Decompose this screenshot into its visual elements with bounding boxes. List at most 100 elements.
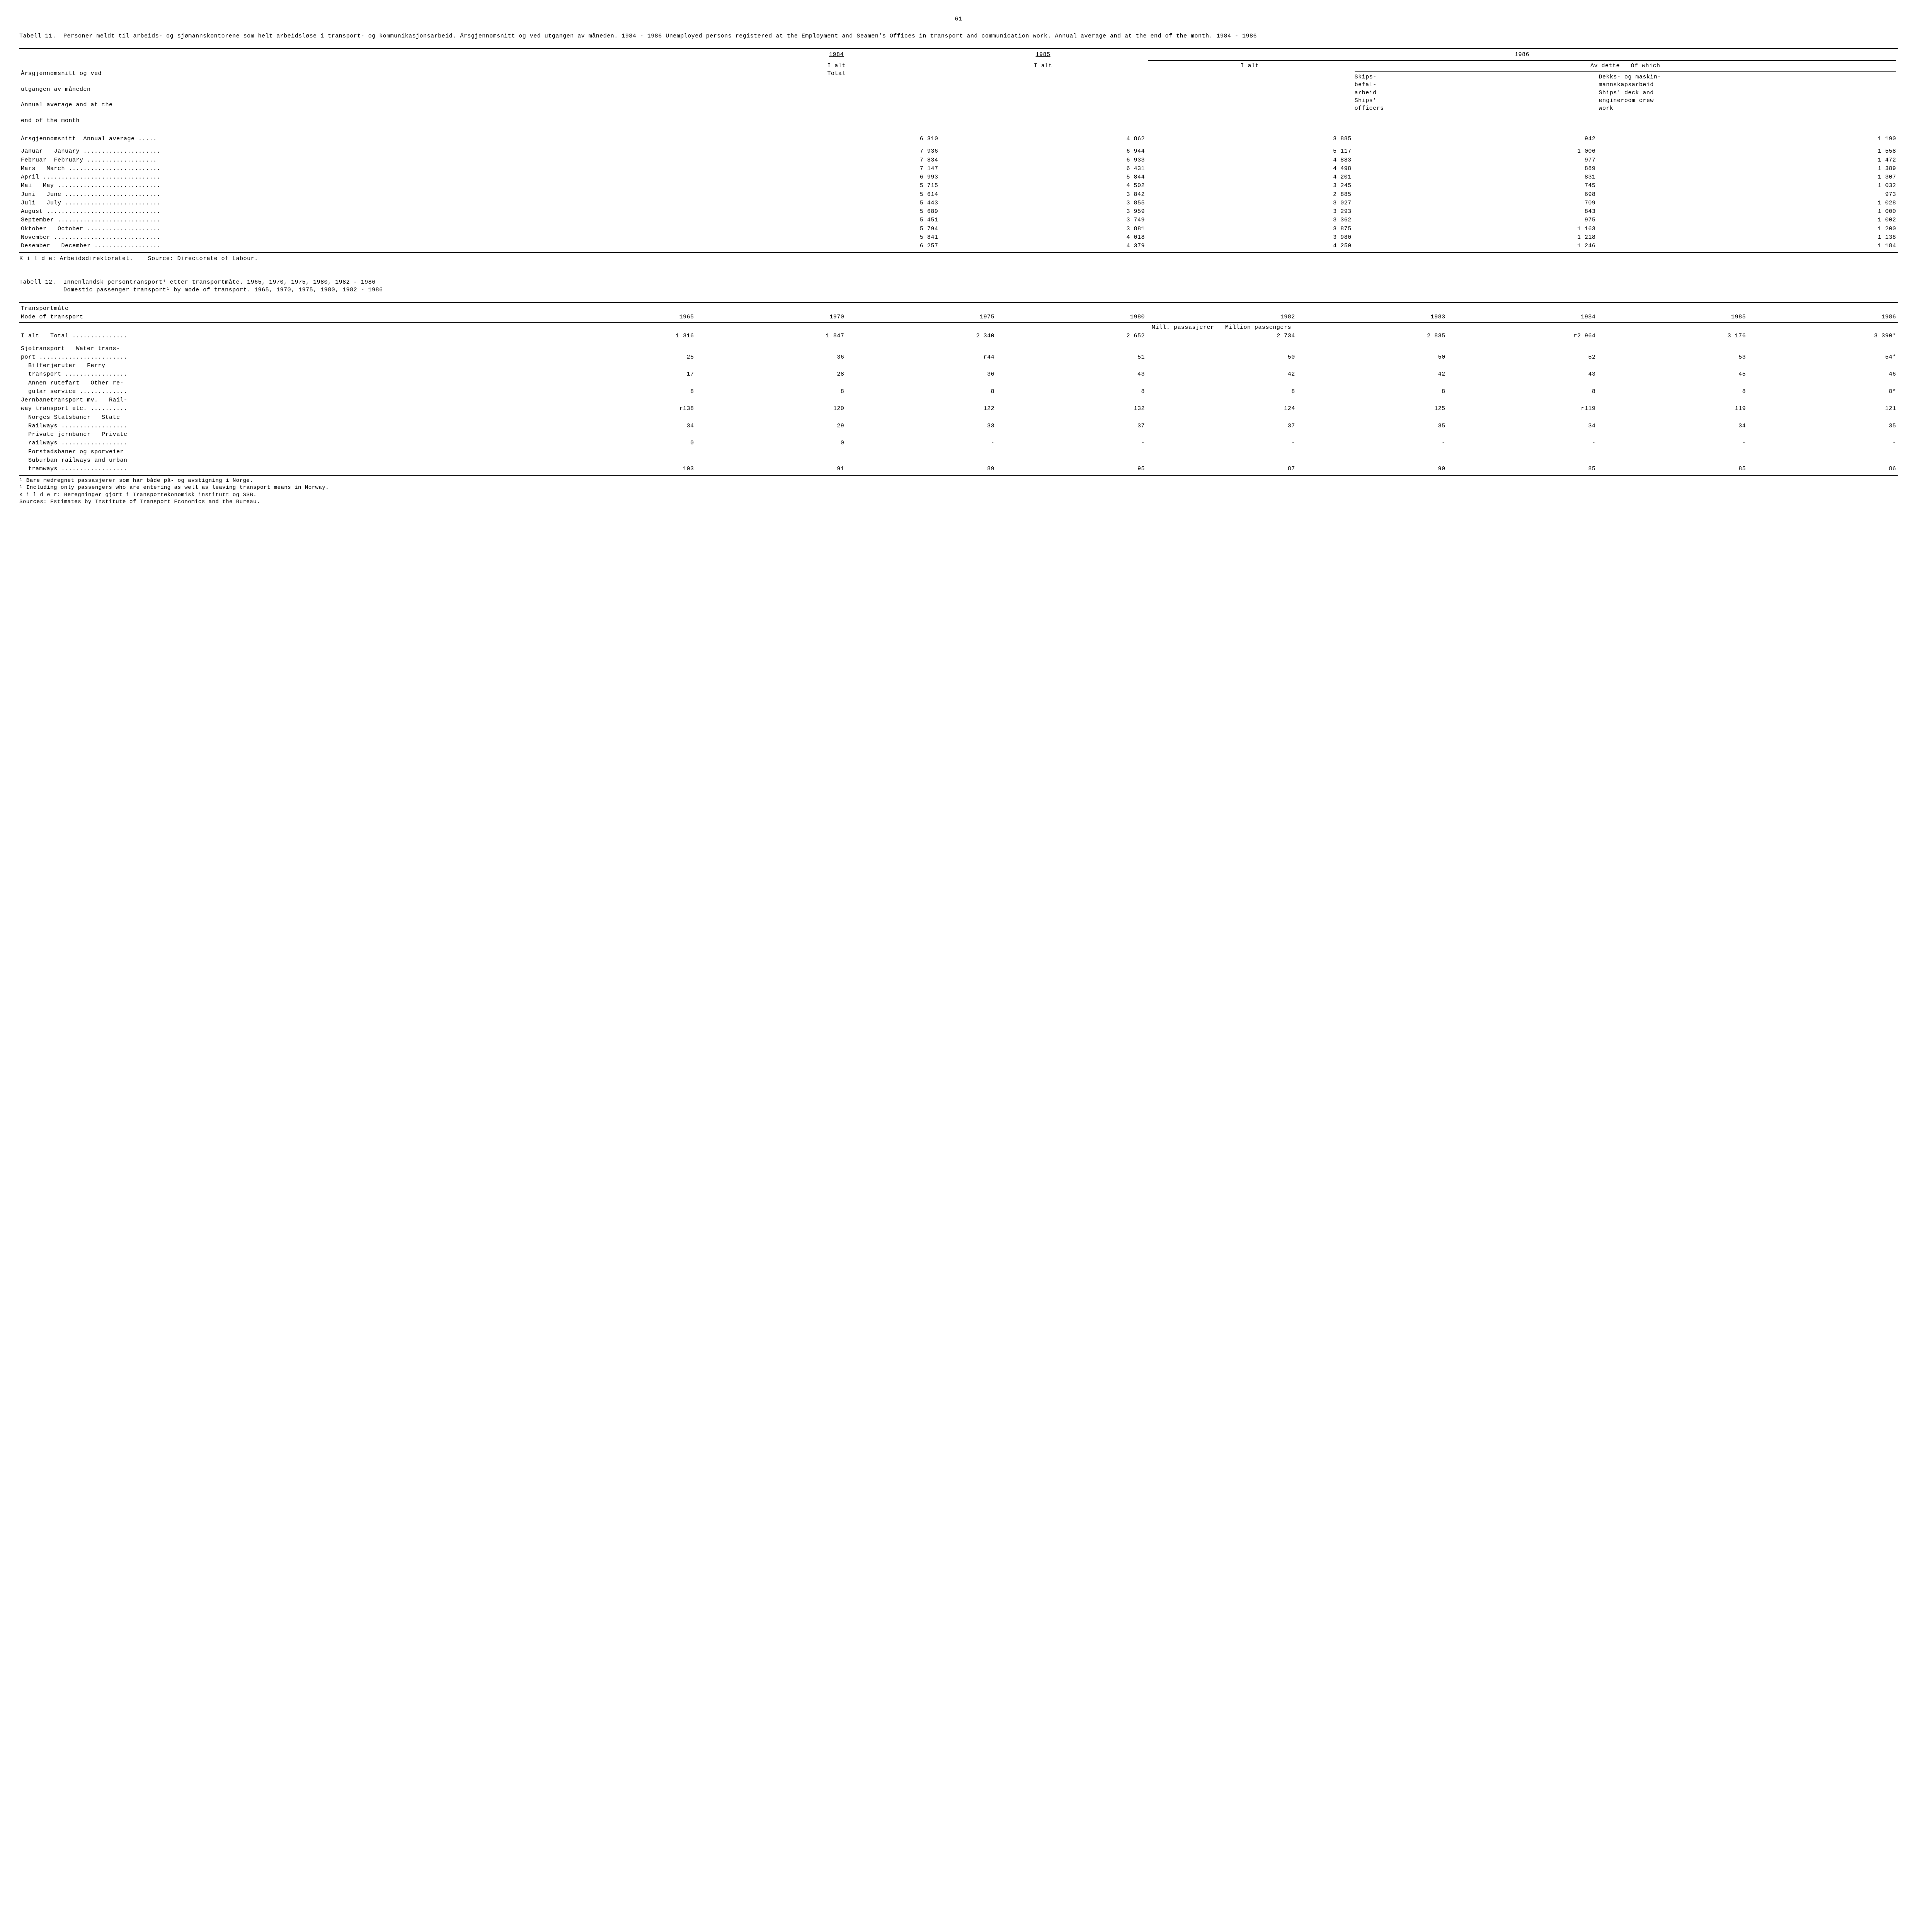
table11: 1984 1985 1986 Årsgjennomsnitt og ved ut… — [19, 51, 1898, 133]
row-label: August ............................... — [19, 207, 733, 216]
row-value: - — [1447, 439, 1597, 447]
table-row: Jernbanetransport mv. Rail- — [19, 396, 1898, 405]
row-value — [1747, 345, 1898, 353]
row-value: 5 451 — [733, 216, 940, 224]
row-value — [1747, 448, 1898, 456]
table12-rule-top — [19, 302, 1898, 303]
row-value — [1447, 413, 1597, 422]
row-value: 8 — [696, 388, 846, 396]
row-value: 2 340 — [846, 332, 996, 340]
table11-rule-bottom — [19, 252, 1898, 253]
year-col: 1970 — [696, 313, 846, 321]
row-value: 3 980 — [1146, 233, 1353, 242]
row-value — [1447, 430, 1597, 439]
row-value: - — [996, 439, 1146, 447]
col86-deck-label: Dekks- og maskin- mannskapsarbeid Ships'… — [1597, 73, 1898, 133]
row-value: r44 — [846, 353, 996, 362]
row-label: Desember December .................. — [19, 242, 733, 250]
table-row: transport .................1728364342424… — [19, 370, 1898, 379]
col-1984: 1984 — [829, 51, 844, 58]
row-label: Suburban railways and urban — [19, 456, 545, 465]
row-value: 33 — [846, 422, 996, 430]
table-row: Norges Statsbaner State — [19, 413, 1898, 422]
row-value: 1 847 — [696, 332, 846, 340]
t12-source-no: K i l d e r: Beregninger gjort i Transpo… — [19, 492, 1898, 498]
row-value: 6 257 — [733, 242, 940, 250]
row-value — [1597, 143, 1898, 147]
row-value — [1597, 362, 1747, 370]
row-value — [1297, 456, 1447, 465]
row-value: 7 834 — [733, 156, 940, 165]
row-value: 5 844 — [940, 173, 1146, 182]
row-value — [1747, 456, 1898, 465]
row-value: 8 — [1297, 388, 1447, 396]
row-value: 36 — [696, 353, 846, 362]
table12-caption-no: Innenlandsk persontransport¹ etter trans… — [63, 279, 376, 286]
row-value: 37 — [996, 422, 1146, 430]
row-value: 4 883 — [1146, 156, 1353, 165]
row-label: gular service ............. — [19, 388, 545, 396]
row-label: Private jernbaner Private — [19, 430, 545, 439]
row-value — [1597, 430, 1747, 439]
table-row: gular service .............888888888* — [19, 388, 1898, 396]
table11-caption-label: Tabell 11. — [19, 32, 63, 40]
row-value: 889 — [1353, 165, 1597, 173]
row-value — [545, 456, 696, 465]
row-label: April ................................ — [19, 173, 733, 182]
row-value: 5 794 — [733, 225, 940, 233]
table11-rowhead: Årsgjennomsnitt og ved utgangen av måned… — [19, 62, 1898, 70]
row-value: 7 936 — [733, 147, 940, 156]
row-value — [696, 448, 846, 456]
row-value: 1 002 — [1597, 216, 1898, 224]
row-value — [545, 341, 696, 345]
row-value: 8 — [1597, 388, 1747, 396]
row-label: port ........................ — [19, 353, 545, 362]
row-value: 4 862 — [940, 135, 1146, 143]
row-value — [545, 345, 696, 353]
row-value: 5 715 — [733, 182, 940, 190]
row-value: 29 — [696, 422, 846, 430]
row-value: 35 — [1297, 422, 1447, 430]
row-value: - — [1297, 439, 1447, 447]
row-value: 125 — [1297, 405, 1447, 413]
table-row: September ............................5 … — [19, 216, 1898, 224]
table-row: Februar February ...................7 83… — [19, 156, 1898, 165]
year-col: 1965 — [545, 313, 696, 321]
row-value: 25 — [545, 353, 696, 362]
rowhead-no1: Årsgjennomsnitt og ved — [21, 70, 102, 77]
row-label — [19, 143, 733, 147]
row-value: 1 006 — [1353, 147, 1597, 156]
row-value: 4 250 — [1146, 242, 1353, 250]
row-value: 3 855 — [940, 199, 1146, 207]
row-label: Railways .................. — [19, 422, 545, 430]
row-value — [696, 362, 846, 370]
row-value: 3 245 — [1146, 182, 1353, 190]
row-value — [1447, 345, 1597, 353]
row-value: 6 310 — [733, 135, 940, 143]
table-row — [19, 341, 1898, 345]
col84-label: I alt Total — [733, 62, 940, 133]
row-value — [696, 341, 846, 345]
row-value: 50 — [1146, 353, 1297, 362]
row-value: 5 689 — [733, 207, 940, 216]
row-value: 42 — [1146, 370, 1297, 379]
row-value — [1146, 345, 1297, 353]
row-value: 0 — [696, 439, 846, 447]
row-value — [1297, 396, 1447, 405]
row-value: 3 362 — [1146, 216, 1353, 224]
row-value — [696, 396, 846, 405]
row-value: 1 307 — [1597, 173, 1898, 182]
table12-caption-label: Tabell 12. — [19, 279, 63, 286]
row-label: Juni June .......................... — [19, 190, 733, 199]
row-value — [1747, 341, 1898, 345]
row-value: - — [1747, 439, 1898, 447]
row-value: 1 218 — [1353, 233, 1597, 242]
row-value — [1747, 413, 1898, 422]
row-label: Bilferjeruter Ferry — [19, 362, 545, 370]
row-value: 50 — [1297, 353, 1447, 362]
row-value: 0 — [545, 439, 696, 447]
row-value: - — [1597, 439, 1747, 447]
row-value — [1297, 448, 1447, 456]
row-value: 6 993 — [733, 173, 940, 182]
table-row: Suburban railways and urban — [19, 456, 1898, 465]
